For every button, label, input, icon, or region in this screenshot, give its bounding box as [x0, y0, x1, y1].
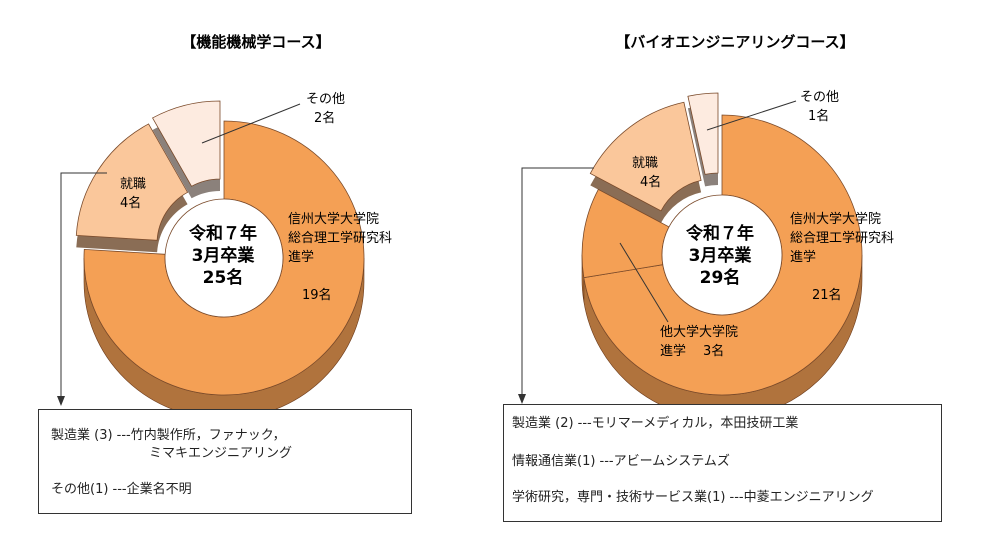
left-leader-job [60, 172, 107, 398]
right-leader-other-univ [619, 242, 669, 323]
left-slice-value-other: 2名 [314, 110, 335, 126]
right-slice-label-grad-1: 信州大学大学院 [790, 211, 881, 227]
right-slice-value-other-univ: 3名 [703, 343, 724, 359]
donut-center [661, 194, 783, 316]
donut-slice-3 [687, 92, 719, 175]
right-slice-label-other-univ-2: 進学 [660, 343, 686, 359]
donut-slice-2 [152, 100, 221, 187]
left-slice-label-grad-2: 総合理工学研究科 [288, 230, 392, 246]
left-slice-value-job: 4名 [120, 195, 141, 211]
right-slice-value-other: 1名 [808, 108, 829, 124]
left-detail-line-3: その他(1) ---企業名不明 [51, 482, 192, 497]
left-detail-line-2: ミマキエンジニアリング [149, 446, 293, 461]
right-leader-other [706, 100, 797, 131]
left-slice-label-other: その他 [306, 92, 345, 107]
right-slice-label-grad-3: 進学 [790, 249, 816, 265]
left-donut-tops [75, 100, 365, 396]
right-leader-job [521, 167, 594, 396]
right-leader-arrow [518, 394, 526, 404]
left-center-hole [164, 198, 284, 318]
right-detail-line-3: 学術研究，専門・技術サービス業(1) ---中菱エンジニアリング [512, 490, 874, 505]
right-slice-value-grad: 21名 [812, 287, 842, 303]
chart-left: 【機能機械学コース】 令和７年 3月卒業 25名 信州大学大学院 総合理工学研究… [57, 33, 392, 420]
left-center-line-2: 3月卒業 [192, 245, 255, 266]
right-slice-label-other-univ-1: 他大学大学院 [660, 324, 738, 340]
right-slice-label-grad-2: 総合理工学研究科 [790, 230, 894, 246]
left-leader-other [201, 103, 301, 144]
right-detail-line-1: 製造業 (2) ---モリマーメディカル，本田技研工業 [512, 416, 799, 431]
right-slice-label-other: その他 [800, 90, 839, 105]
chart-right: 【バイオエンジニアリングコース】 令和７年 3月卒業 29名 信州大学大学院 総… [518, 33, 894, 420]
donut-slice-1 [75, 123, 189, 241]
right-detail-line-2: 情報通信業(1) ---アビームシステムズ [512, 454, 730, 469]
right-detail-box: 製造業 (2) ---モリマーメディカル，本田技研工業 情報通信業(1) ---… [503, 404, 942, 522]
left-slice-label-job: 就職 [120, 177, 146, 192]
left-center-line-1: 令和７年 [189, 223, 257, 244]
left-leader-arrow [57, 396, 65, 406]
right-slice-label-job: 就職 [632, 156, 658, 171]
donut-slice-2 [589, 101, 702, 212]
donut-center [164, 198, 284, 318]
right-center-line-3: 29名 [700, 267, 741, 288]
right-slice-value-job: 4名 [640, 174, 661, 190]
left-detail-box: 製造業 (3) ---竹内製作所，ファナック， ミマキエンジニアリング その他(… [38, 409, 412, 514]
left-detail-line-1: 製造業 (3) ---竹内製作所，ファナック， [51, 428, 286, 443]
chart-right-title: 【バイオエンジニアリングコース】 [615, 33, 854, 51]
right-donut-tops [581, 92, 863, 396]
left-slice-label-grad-3: 進学 [288, 249, 314, 265]
left-center-line-3: 25名 [203, 267, 244, 288]
chart-left-title: 【機能機械学コース】 [181, 33, 330, 51]
right-center-line-2: 3月卒業 [689, 245, 752, 266]
left-slice-value-grad: 19名 [302, 287, 332, 303]
left-slice-label-grad-1: 信州大学大学院 [288, 211, 379, 227]
right-center-hole [661, 194, 783, 316]
right-center-line-1: 令和７年 [686, 223, 754, 244]
